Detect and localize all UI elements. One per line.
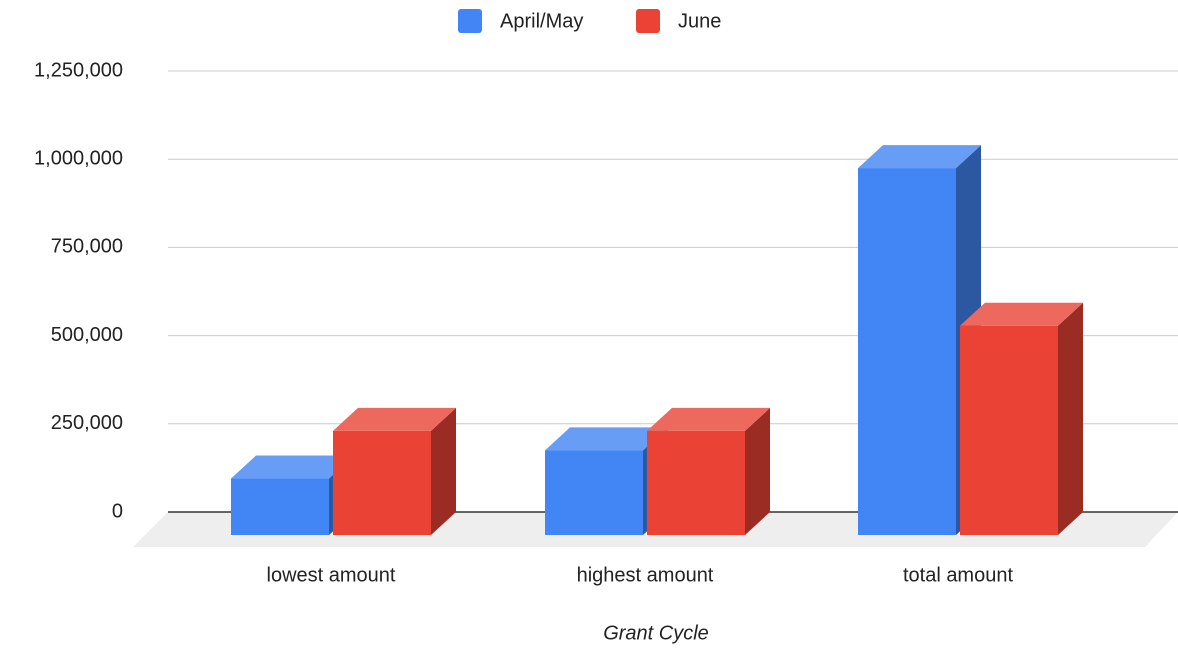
legend-swatch [636,9,660,33]
bar-side [1058,302,1083,535]
bar [647,407,770,535]
bar-top [960,302,1083,326]
y-tick-label: 1,000,000 [34,147,123,169]
x-axis-title: Grant Cycle [603,622,709,644]
bar-top [545,427,668,451]
bar-front [960,325,1058,535]
bar [858,145,981,535]
legend-label: June [678,10,721,32]
y-tick-label: 500,000 [51,324,123,346]
y-tick-label: 250,000 [51,412,123,434]
legend-swatch [458,9,482,33]
bar-side [431,407,456,535]
bar-front [647,430,745,535]
bar-front [545,450,643,535]
x-tick-label: lowest amount [267,564,396,586]
x-tick-label: total amount [903,564,1014,586]
bar-top [333,407,456,431]
bar [333,407,456,535]
y-tick-label: 750,000 [51,236,123,258]
y-tick-label: 0 [112,500,123,522]
y-tick-label: 1,250,000 [34,59,123,81]
bar-front [231,478,329,535]
bar-front [858,168,956,535]
bar-top [858,145,981,169]
bar-front [333,430,431,535]
bar-side [745,407,770,535]
bar-top [647,407,770,431]
x-tick-label: highest amount [577,564,714,586]
bar [960,302,1083,535]
legend-label: April/May [500,10,583,32]
bar-top [231,455,354,479]
